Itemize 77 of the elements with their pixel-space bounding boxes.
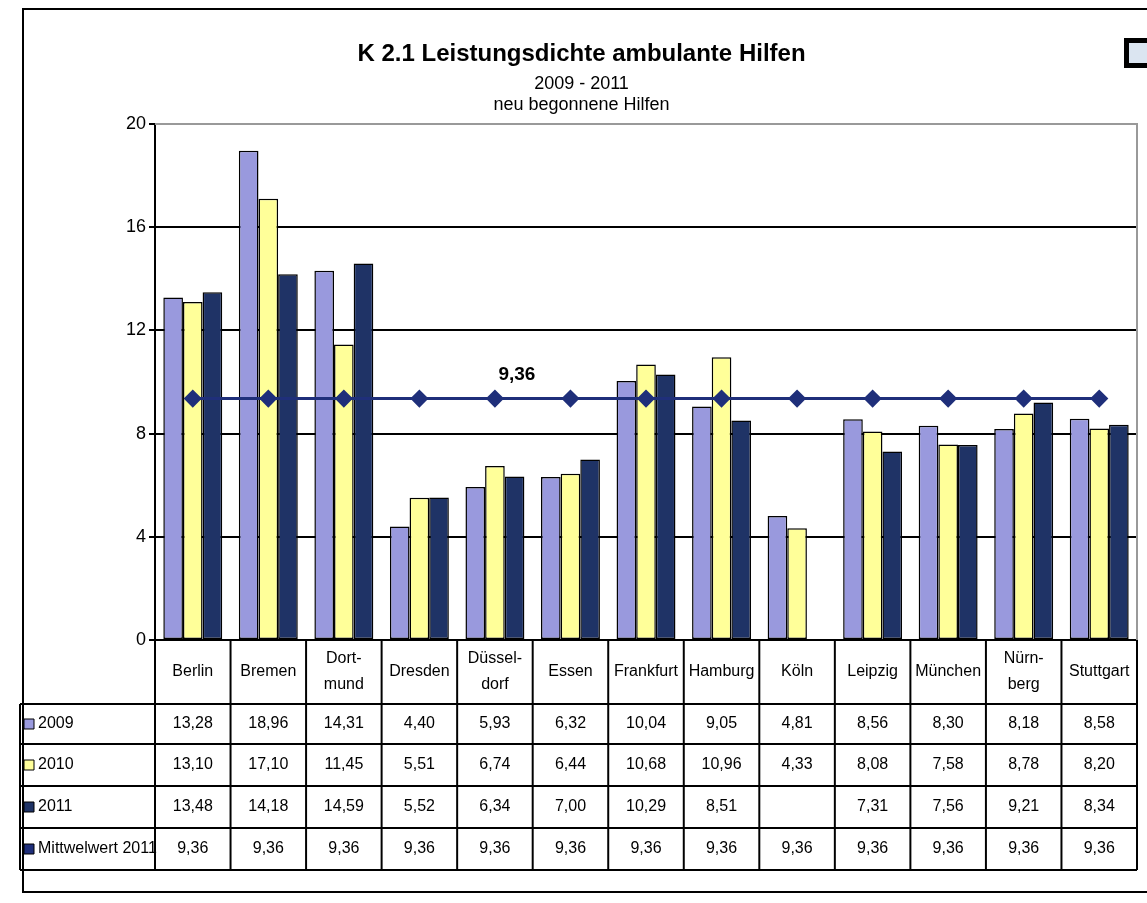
data-label: 8,08: [857, 755, 889, 773]
data-label: 8,58: [1083, 714, 1115, 732]
x-tick-label: Dresden: [389, 662, 450, 680]
x-tick-label: Hamburg: [688, 662, 755, 680]
data-label: 4,40: [403, 714, 436, 732]
y-tick-label: 12: [125, 319, 146, 340]
data-label: 4,33: [781, 755, 813, 773]
y-tick-label: 20: [125, 112, 146, 133]
x-tick-label: Essen: [548, 662, 593, 680]
data-label: 7,58: [932, 755, 964, 773]
data-label: 7,56: [932, 797, 964, 815]
data-label: 9,36: [1008, 839, 1040, 857]
y-tick-label: 8: [135, 422, 146, 443]
data-label: 9,36: [857, 839, 889, 857]
data-label: 4,81: [781, 714, 813, 732]
data-label: 9,36: [554, 839, 587, 857]
x-tick-label: Bremen: [240, 662, 297, 680]
data-label: 7,31: [857, 797, 889, 815]
x-tick-label: Köln: [781, 662, 814, 680]
data-label: 6,32: [554, 714, 587, 732]
chart-title: K 2.1 Leistungsdichte ambulante Hilfen: [357, 39, 806, 67]
data-label: 9,05: [705, 714, 738, 732]
y-tick-label: 4: [135, 525, 146, 546]
data-label: 8,20: [1083, 755, 1115, 773]
legend-label: Mittwelwert 2011: [38, 839, 157, 857]
legend-label: 2010: [38, 755, 74, 773]
annotation: 9,36: [498, 362, 536, 384]
data-label: 10,68: [625, 755, 667, 773]
data-label: 8,51: [705, 797, 738, 815]
data-label: 6,74: [479, 755, 511, 773]
data-label: 10,96: [701, 755, 742, 773]
data-label: 10,04: [625, 714, 667, 732]
data-label: 6,34: [479, 797, 511, 815]
data-label: 5,93: [479, 714, 511, 732]
data-label: 13,48: [172, 797, 213, 815]
data-label: 17,10: [248, 755, 289, 773]
legend-label: 2011: [38, 797, 73, 815]
data-label: 8,34: [1083, 797, 1115, 815]
x-tick-label: Nürn-berg: [1003, 649, 1044, 693]
x-tick-label: Berlin: [172, 662, 214, 680]
y-tick-label: 0: [135, 628, 146, 649]
data-label: 9,36: [932, 839, 964, 857]
data-label: 8,18: [1008, 714, 1040, 732]
data-label: 9,36: [781, 839, 813, 857]
data-label: 7,00: [554, 797, 587, 815]
data-label: 5,52: [403, 797, 436, 815]
data-label: 8,78: [1008, 755, 1040, 773]
data-label: 9,21: [1008, 797, 1040, 815]
data-label: 8,56: [857, 714, 889, 732]
x-tick-label: Frankfurt: [613, 662, 679, 680]
x-tick-label: Leipzig: [847, 662, 898, 680]
x-tick-label: München: [915, 662, 982, 680]
data-label: 13,28: [172, 714, 213, 732]
data-label: 14,18: [248, 797, 289, 815]
data-label: 9,36: [705, 839, 738, 857]
data-label: 9,36: [479, 839, 511, 857]
x-tick-label: Stuttgart: [1068, 662, 1131, 680]
data-label: 13,10: [172, 755, 213, 773]
data-label: 9,36: [1083, 839, 1115, 857]
data-label: 14,59: [323, 797, 364, 815]
chart-subtitle: 2009 - 2011 neu begonnene Hilfen: [493, 72, 670, 115]
y-tick-label: 16: [125, 216, 146, 237]
x-tick-label: Düssel-dorf: [467, 649, 523, 693]
x-tick-label: Dort-mund: [323, 649, 364, 693]
data-label: 6,44: [554, 755, 587, 773]
data-label: 8,30: [932, 714, 964, 732]
data-label: 9,36: [177, 839, 209, 857]
data-label: 9,36: [328, 839, 360, 857]
data-label: 18,96: [248, 714, 289, 732]
data-label: 11,45: [324, 755, 364, 773]
legend-label: 2009: [38, 714, 74, 732]
data-label: 9,36: [252, 839, 284, 857]
data-label: 10,29: [625, 797, 667, 815]
data-label: 9,36: [630, 839, 662, 857]
data-label: 5,51: [403, 755, 436, 773]
data-label: 14,31: [323, 714, 364, 732]
data-label: 9,36: [403, 839, 436, 857]
